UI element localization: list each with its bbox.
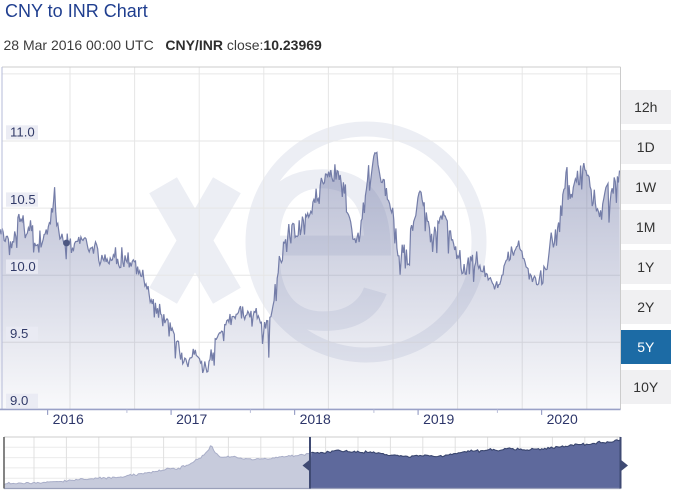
svg-text:10.5: 10.5	[10, 192, 36, 207]
svg-text:9.5: 9.5	[10, 326, 28, 341]
svg-text:2020: 2020	[547, 411, 578, 427]
svg-text:10.0: 10.0	[10, 259, 36, 274]
svg-text:2019: 2019	[423, 411, 454, 427]
svg-text:2017: 2017	[176, 411, 207, 427]
svg-text:2016: 2016	[53, 411, 84, 427]
svg-text:2018: 2018	[300, 411, 331, 427]
svg-text:11.0: 11.0	[10, 125, 35, 140]
svg-text:9.0: 9.0	[10, 393, 28, 408]
